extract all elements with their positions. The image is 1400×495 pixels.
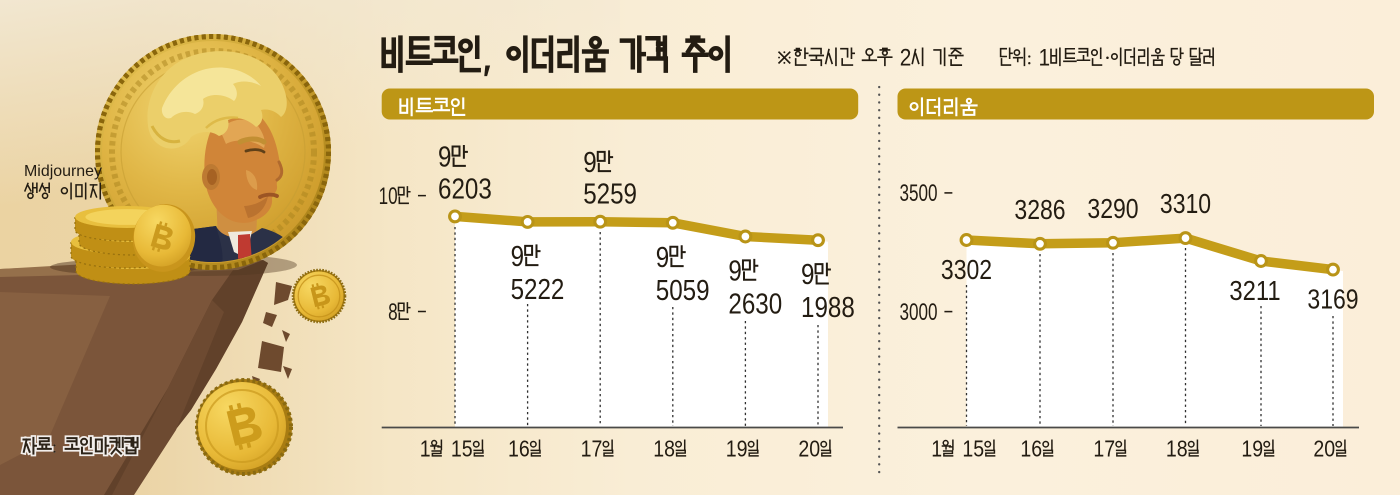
- svg-text:9: 9: [801, 259, 814, 291]
- svg-text:19: 19: [726, 436, 748, 462]
- svg-text:6203: 6203: [438, 173, 492, 205]
- svg-text:15: 15: [451, 436, 473, 462]
- svg-text:1: 1: [931, 436, 942, 462]
- svg-text:5222: 5222: [511, 274, 565, 306]
- svg-text:5059: 5059: [656, 275, 710, 307]
- svg-text:5259: 5259: [583, 179, 637, 211]
- svg-text:10: 10: [379, 184, 398, 210]
- svg-text:3169: 3169: [1307, 284, 1358, 315]
- svg-text:1988: 1988: [801, 292, 855, 324]
- svg-text:16: 16: [508, 436, 530, 462]
- svg-text:3290: 3290: [1087, 193, 1138, 224]
- svg-text:3310: 3310: [1160, 188, 1211, 219]
- svg-text:3286: 3286: [1014, 194, 1065, 225]
- svg-text:9: 9: [656, 242, 669, 274]
- svg-text:17: 17: [581, 436, 603, 462]
- svg-text:1: 1: [420, 436, 431, 462]
- svg-text:9: 9: [728, 256, 741, 288]
- svg-text:20: 20: [798, 436, 820, 462]
- svg-text:18: 18: [653, 436, 675, 462]
- svg-text:2: 2: [900, 45, 912, 72]
- svg-text:3000: 3000: [900, 300, 938, 326]
- svg-text:19: 19: [1241, 436, 1263, 462]
- svg-text:15: 15: [962, 436, 984, 462]
- svg-text:20: 20: [1313, 436, 1335, 462]
- svg-text:1: 1: [1038, 45, 1050, 72]
- svg-text:9: 9: [583, 147, 596, 179]
- svg-text:3211: 3211: [1229, 275, 1280, 306]
- svg-text:16: 16: [1020, 436, 1042, 462]
- svg-text:8: 8: [388, 300, 398, 326]
- svg-text:3302: 3302: [941, 254, 992, 285]
- svg-text:3500: 3500: [900, 181, 938, 207]
- svg-text:18: 18: [1166, 436, 1188, 462]
- svg-text:17: 17: [1093, 436, 1115, 462]
- svg-text:Midjourney: Midjourney: [24, 163, 102, 180]
- svg-text:9: 9: [511, 241, 524, 273]
- svg-text:2630: 2630: [728, 289, 782, 321]
- svg-text:9: 9: [438, 142, 451, 174]
